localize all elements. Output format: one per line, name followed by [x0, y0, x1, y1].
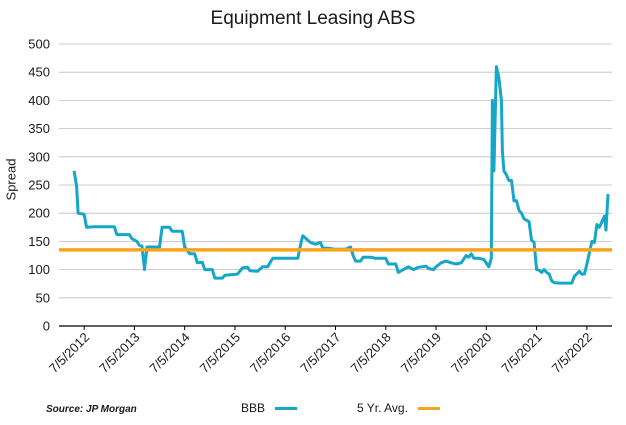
x-tick-label: 7/5/2012: [46, 330, 92, 376]
series-line-bbb: [72, 65, 610, 285]
legend-swatch-5yr-avg: [417, 406, 440, 410]
y-tick-label: 400: [28, 93, 50, 108]
legend-label-5yr-avg: 5 Yr. Avg.: [357, 401, 408, 415]
x-tick-label: 7/5/2019: [398, 330, 444, 376]
x-tick-label: 7/5/2013: [96, 330, 142, 376]
x-tick-label: 7/5/2021: [498, 330, 544, 376]
x-tick-label: 7/5/2020: [448, 330, 494, 376]
x-tick-label: 7/5/2014: [146, 330, 192, 376]
chart-title: Equipment Leasing ABS: [210, 8, 416, 29]
legend-item-bbb: BBB: [241, 401, 298, 415]
source-note: Source: JP Morgan: [46, 404, 137, 415]
x-tick-label: 7/5/2017: [297, 330, 343, 376]
y-tick-label: 0: [43, 319, 50, 334]
y-tick-label: 350: [28, 121, 50, 136]
x-tick-label: 7/5/2022: [549, 330, 595, 376]
legend-label-bbb: BBB: [241, 401, 266, 415]
legend-item-5yr-avg: 5 Yr. Avg.: [357, 401, 440, 415]
y-tick-label: 100: [28, 262, 50, 277]
x-tick-label: 7/5/2018: [348, 330, 394, 376]
legend: BBB 5 Yr. Avg.: [0, 401, 626, 421]
y-tick-label: 300: [28, 149, 50, 164]
y-tick-label: 450: [28, 65, 50, 80]
y-tick-label: 500: [28, 37, 50, 52]
legend-swatch-bbb: [275, 406, 298, 410]
y-tick-label: 50: [36, 290, 50, 305]
y-tick-label: 250: [28, 178, 50, 193]
x-tick-label: 7/5/2016: [247, 330, 293, 376]
y-tick-label: 150: [28, 234, 50, 249]
x-tick-label: 7/5/2015: [197, 330, 243, 376]
y-tick-label: 200: [28, 206, 50, 221]
